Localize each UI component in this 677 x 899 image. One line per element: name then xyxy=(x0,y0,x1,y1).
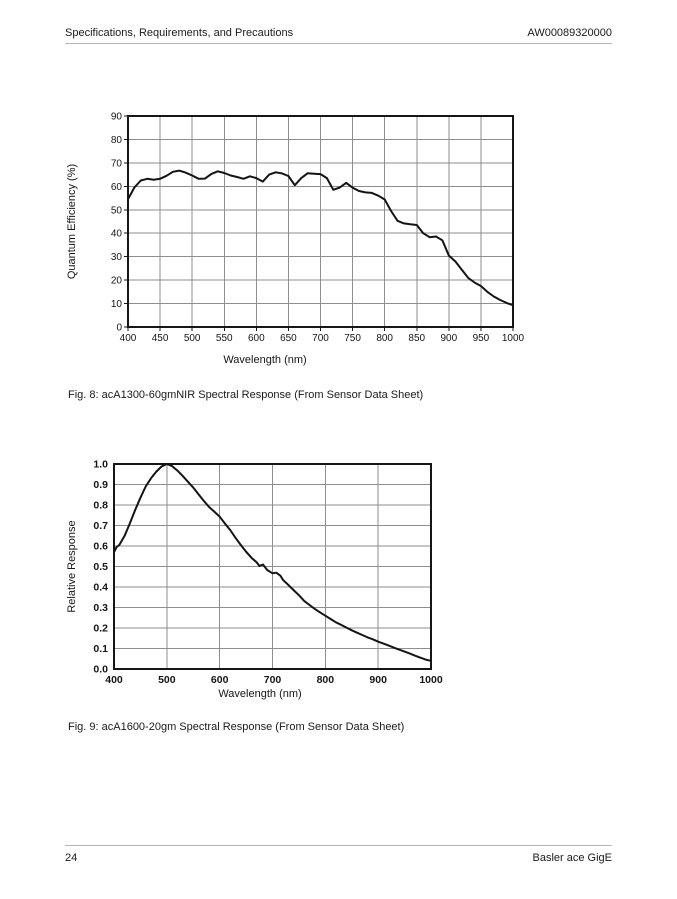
page-number: 24 xyxy=(65,852,78,864)
header-doc-number: AW00089320000 xyxy=(527,27,612,39)
svg-text:850: 850 xyxy=(408,333,425,344)
svg-text:550: 550 xyxy=(216,333,233,344)
svg-text:450: 450 xyxy=(152,333,169,344)
svg-text:0.9: 0.9 xyxy=(93,479,108,491)
svg-text:0.5: 0.5 xyxy=(93,561,108,573)
svg-text:40: 40 xyxy=(111,229,123,240)
svg-text:800: 800 xyxy=(317,674,335,686)
svg-text:950: 950 xyxy=(473,333,490,344)
svg-text:20: 20 xyxy=(111,276,123,287)
svg-text:600: 600 xyxy=(211,674,229,686)
footer-rule xyxy=(65,845,612,846)
svg-text:Quantum Efficiency (%): Quantum Efficiency (%) xyxy=(66,164,78,279)
svg-text:0.2: 0.2 xyxy=(93,623,108,635)
page-footer: 24 Basler ace GigE xyxy=(65,852,612,864)
svg-text:0.7: 0.7 xyxy=(93,520,108,532)
svg-text:400: 400 xyxy=(105,674,123,686)
svg-text:900: 900 xyxy=(369,674,387,686)
svg-text:700: 700 xyxy=(312,333,329,344)
svg-text:750: 750 xyxy=(344,333,361,344)
svg-text:70: 70 xyxy=(111,158,123,169)
svg-text:0.4: 0.4 xyxy=(93,582,108,594)
svg-text:90: 90 xyxy=(111,112,123,123)
svg-text:Wavelength (nm): Wavelength (nm) xyxy=(218,688,301,700)
svg-text:1000: 1000 xyxy=(502,333,525,344)
svg-text:80: 80 xyxy=(111,135,123,146)
svg-text:0.0: 0.0 xyxy=(93,664,108,676)
fig9-caption: Fig. 9: acA1600-20gm Spectral Response (… xyxy=(68,721,405,733)
svg-text:30: 30 xyxy=(111,252,123,263)
svg-text:0.1: 0.1 xyxy=(93,643,108,655)
fig9-relative-response-chart: 400 500 600 700 800 900 1000 0.0 0.1 0.2 0.3 0.4 0.5… xyxy=(66,459,443,701)
svg-text:500: 500 xyxy=(158,674,176,686)
svg-text:Wavelength (nm): Wavelength (nm) xyxy=(223,354,306,366)
fig8-quantum-efficiency-chart: 400 450 500 550 600 650 700 750 800 850 900 950 1000… xyxy=(66,112,525,367)
svg-text:0: 0 xyxy=(116,323,122,334)
svg-text:800: 800 xyxy=(376,333,393,344)
svg-text:600: 600 xyxy=(248,333,265,344)
fig8-caption: Fig. 8: acA1300-60gmNIR Spectral Respons… xyxy=(68,389,424,401)
footer-doc-title: Basler ace GigE xyxy=(532,852,612,864)
svg-text:10: 10 xyxy=(111,299,123,310)
svg-text:400: 400 xyxy=(120,333,137,344)
svg-text:0.3: 0.3 xyxy=(93,602,108,614)
svg-text:500: 500 xyxy=(184,333,201,344)
svg-text:700: 700 xyxy=(264,674,282,686)
svg-text:0.6: 0.6 xyxy=(93,541,108,553)
svg-text:0.8: 0.8 xyxy=(93,500,108,512)
header-section-title: Specifications, Requirements, and Precau… xyxy=(65,27,294,39)
svg-text:650: 650 xyxy=(280,333,297,344)
svg-text:900: 900 xyxy=(440,333,457,344)
svg-text:50: 50 xyxy=(111,205,123,216)
svg-text:1.0: 1.0 xyxy=(93,459,108,471)
header-rule xyxy=(65,43,612,44)
svg-text:1000: 1000 xyxy=(419,674,443,686)
svg-text:Relative Response: Relative Response xyxy=(66,520,78,612)
svg-text:60: 60 xyxy=(111,182,123,193)
page-header: Specifications, Requirements, and Precau… xyxy=(65,27,612,39)
